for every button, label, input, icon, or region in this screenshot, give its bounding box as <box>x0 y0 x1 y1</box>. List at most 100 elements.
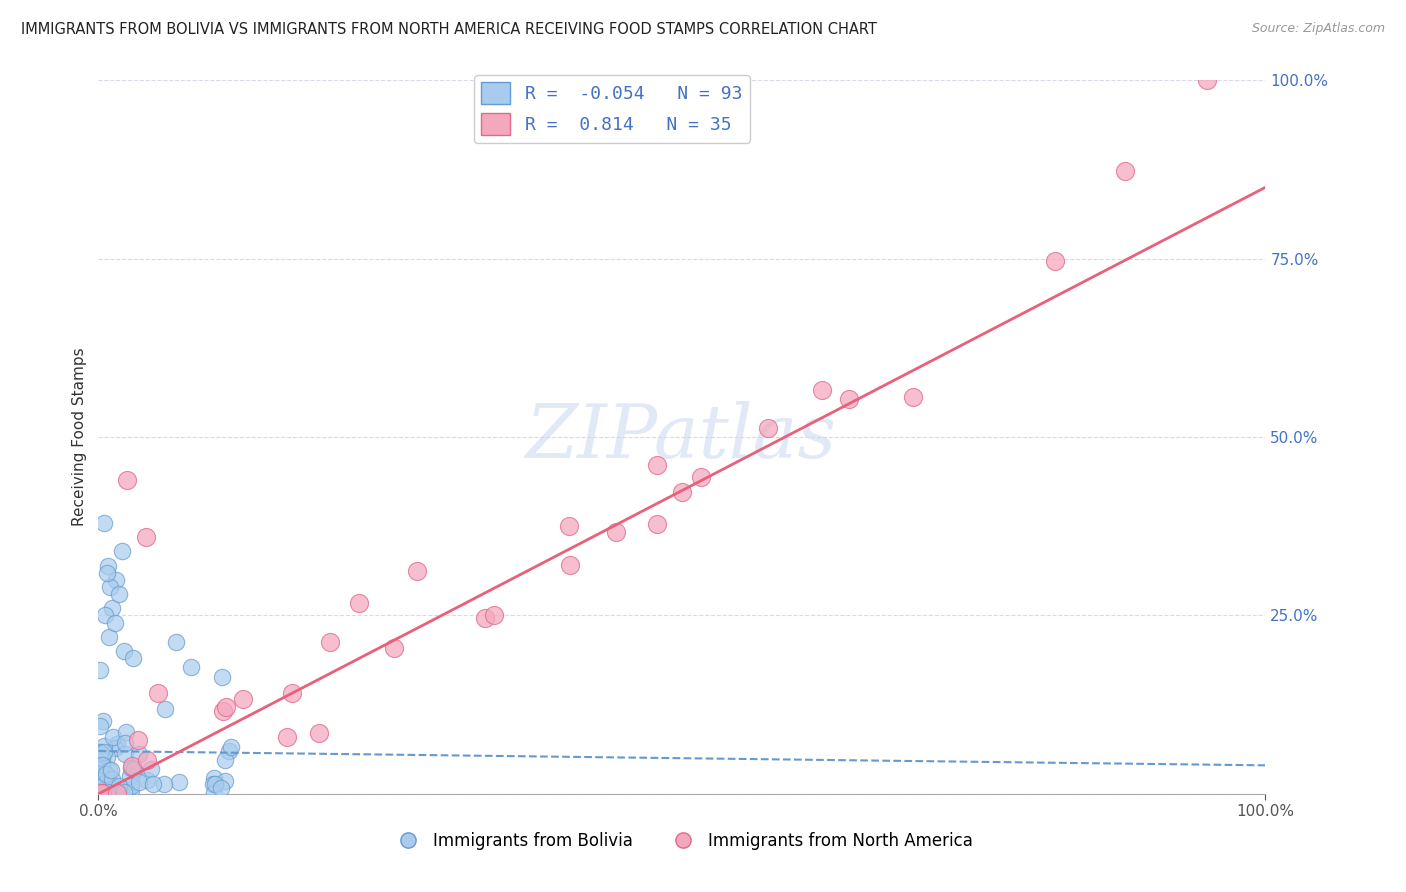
Point <box>114 747 136 761</box>
Point <box>96 785 118 799</box>
Point <box>169 775 191 789</box>
Point <box>121 759 143 773</box>
Point <box>93 739 115 753</box>
Point <box>91 714 114 728</box>
Point <box>139 762 162 776</box>
Point <box>214 753 236 767</box>
Point <box>96 786 118 800</box>
Point <box>98 764 121 778</box>
Point <box>120 761 142 775</box>
Point <box>838 392 860 407</box>
Point <box>89 764 111 779</box>
Point <box>98 777 121 791</box>
Point <box>97 630 120 644</box>
Point <box>100 763 122 777</box>
Point <box>94 776 117 790</box>
Point <box>482 608 505 623</box>
Point <box>90 752 112 766</box>
Point <box>211 670 233 684</box>
Point <box>93 783 115 797</box>
Point <box>209 781 232 796</box>
Point <box>96 775 118 789</box>
Text: Source: ZipAtlas.com: Source: ZipAtlas.com <box>1251 22 1385 36</box>
Point <box>101 730 124 744</box>
Point <box>94 766 117 780</box>
Point <box>214 774 236 789</box>
Point <box>96 784 118 798</box>
Point <box>117 473 139 487</box>
Point <box>108 780 131 794</box>
Point <box>202 776 225 790</box>
Point <box>103 783 125 797</box>
Point <box>90 783 112 797</box>
Text: ZIPatlas: ZIPatlas <box>526 401 838 474</box>
Point <box>202 771 225 785</box>
Point <box>89 776 111 790</box>
Point <box>98 580 121 594</box>
Point <box>115 724 138 739</box>
Point <box>232 692 254 706</box>
Point <box>128 775 150 789</box>
Point <box>96 774 118 789</box>
Point <box>153 701 176 715</box>
Point <box>211 704 233 718</box>
Point <box>671 484 693 499</box>
Point <box>93 745 115 759</box>
Point <box>165 635 187 649</box>
Point <box>146 686 169 700</box>
Point <box>219 740 242 755</box>
Point <box>100 780 122 795</box>
Point <box>110 786 132 800</box>
Point <box>1114 164 1136 178</box>
Point <box>94 608 117 623</box>
Point <box>104 573 127 587</box>
Point <box>94 765 117 780</box>
Point <box>89 663 111 677</box>
Point <box>89 771 111 785</box>
Point <box>605 524 627 539</box>
Point <box>90 786 112 800</box>
Point <box>128 747 150 761</box>
Point <box>90 785 112 799</box>
Point <box>114 736 136 750</box>
Point <box>93 516 115 530</box>
Point <box>89 746 111 760</box>
Point <box>89 749 111 764</box>
Point <box>1195 73 1218 87</box>
Point <box>903 390 925 404</box>
Point <box>118 769 141 783</box>
Point <box>319 634 342 648</box>
Point <box>280 686 302 700</box>
Point <box>97 786 120 800</box>
Point <box>756 421 779 435</box>
Point <box>218 743 240 757</box>
Point <box>89 719 111 733</box>
Point <box>112 644 135 658</box>
Point <box>204 777 226 791</box>
Point <box>89 745 111 759</box>
Point <box>94 786 117 800</box>
Point <box>122 651 145 665</box>
Point <box>105 786 128 800</box>
Point <box>308 726 330 740</box>
Point <box>111 544 134 558</box>
Point <box>120 782 142 797</box>
Point <box>558 558 581 572</box>
Point <box>215 699 238 714</box>
Point <box>127 732 149 747</box>
Point <box>136 772 159 787</box>
Point <box>89 759 111 773</box>
Legend: Immigrants from Bolivia, Immigrants from North America: Immigrants from Bolivia, Immigrants from… <box>384 826 980 857</box>
Point <box>558 519 581 533</box>
Point <box>101 601 124 615</box>
Point <box>94 775 117 789</box>
Point <box>474 611 496 625</box>
Point <box>97 558 120 573</box>
Point <box>89 775 111 789</box>
Point <box>647 516 669 531</box>
Point <box>347 596 370 610</box>
Point <box>811 383 834 397</box>
Point <box>135 530 157 544</box>
Point <box>406 564 429 578</box>
Point <box>90 785 112 799</box>
